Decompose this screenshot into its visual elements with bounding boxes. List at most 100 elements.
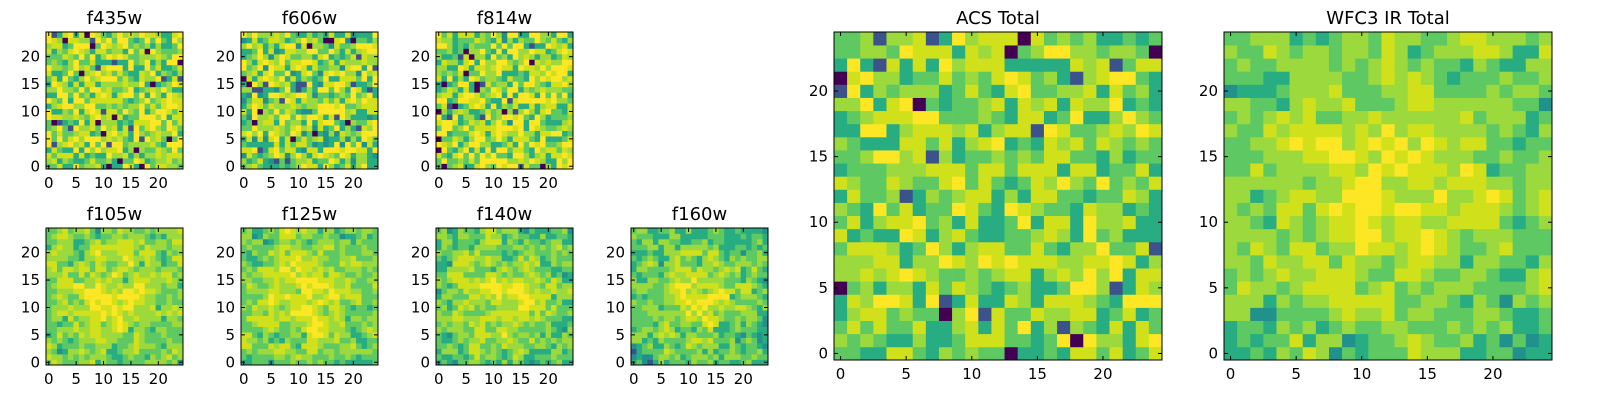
heatmap-cell: [1030, 202, 1045, 217]
heatmap-cell: [339, 92, 346, 99]
heatmap-cell: [356, 238, 362, 245]
heatmap-cell: [468, 103, 475, 110]
heatmap-cell: [691, 238, 698, 245]
heatmap-cell: [301, 282, 308, 289]
heatmap-cell: [172, 48, 178, 55]
heatmap-cell: [367, 233, 373, 240]
heatmap-cell: [938, 281, 953, 295]
heatmap-cell: [67, 158, 74, 164]
heatmap-cell: [328, 130, 335, 137]
heatmap-cell: [652, 321, 659, 327]
heatmap-cell: [834, 333, 848, 348]
heatmap-cell: [51, 321, 58, 327]
heatmap-cell: [328, 163, 335, 170]
heatmap-cell: [713, 277, 720, 284]
heatmap-cell: [479, 53, 486, 60]
heatmap-cell: [468, 249, 475, 256]
heatmap-cell: [51, 163, 58, 170]
heatmap-cell: [350, 266, 357, 273]
heatmap-cell: [339, 114, 346, 121]
heatmap-cell: [540, 228, 546, 234]
heatmap-cell: [84, 86, 91, 93]
heatmap-cell: [106, 244, 113, 251]
heatmap-cell: [177, 348, 184, 355]
heatmap-cell: [312, 244, 319, 251]
heatmap-cell: [441, 233, 448, 240]
heatmap-cell: [312, 53, 319, 60]
heatmap-cell: [295, 244, 302, 251]
heatmap-cell: [457, 125, 464, 131]
heatmap-cell: [172, 147, 178, 153]
heatmap-cell: [479, 32, 486, 38]
heatmap-cell: [367, 277, 373, 284]
heatmap-cell: [485, 266, 492, 273]
heatmap-cell: [345, 277, 351, 284]
heatmap-cell: [312, 92, 319, 99]
heatmap-cell: [1030, 333, 1045, 348]
heatmap-cell: [551, 42, 557, 49]
heatmap-cell: [84, 277, 91, 284]
heatmap-cell: [139, 92, 145, 99]
heatmap-cell: [356, 359, 362, 366]
heatmap-cell: [523, 255, 530, 262]
heatmap-cell: [367, 238, 373, 245]
y-tick-label: 15: [411, 75, 430, 93]
heatmap-cell: [729, 332, 736, 338]
heatmap-cell: [636, 293, 643, 300]
heatmap-cell: [273, 332, 280, 338]
heatmap-cell: [67, 136, 74, 142]
heatmap-cell: [279, 354, 286, 360]
heatmap-cell: [56, 315, 63, 322]
heatmap-cell: [128, 97, 135, 104]
heatmap-cell: [718, 228, 725, 234]
heatmap-cell: [144, 249, 151, 256]
heatmap-cell: [496, 119, 503, 126]
heatmap-cell: [562, 271, 568, 278]
heatmap-cell: [468, 304, 475, 311]
heatmap-cell: [328, 282, 335, 289]
heatmap-cell: [95, 359, 102, 366]
heatmap-cell: [56, 326, 63, 333]
heatmap-cell: [468, 228, 475, 234]
heatmap-cell: [312, 81, 319, 88]
heatmap-cell: [257, 337, 264, 344]
heatmap-cell: [724, 299, 730, 306]
heatmap-cell: [436, 42, 442, 49]
heatmap-cell: [746, 266, 752, 273]
heatmap-cell: [323, 249, 330, 256]
heatmap-cell: [529, 163, 535, 170]
heatmap-cell: [345, 310, 351, 317]
heatmap-cell: [56, 81, 63, 88]
heatmap-cell: [241, 125, 247, 131]
heatmap-cell: [306, 152, 313, 159]
heatmap-cell: [56, 92, 63, 99]
heatmap-cell: [490, 277, 497, 284]
heatmap-cell: [172, 70, 178, 77]
heatmap-cell: [295, 114, 302, 121]
heatmap-cell: [268, 277, 275, 284]
heatmap-cell: [323, 266, 330, 273]
heatmap-cell: [46, 354, 52, 360]
heatmap-cell: [301, 310, 308, 317]
heatmap-cell: [446, 92, 453, 99]
heatmap-cell: [551, 343, 557, 349]
heatmap-cell: [540, 315, 546, 322]
heatmap-cell: [273, 136, 280, 142]
heatmap-cell: [161, 64, 167, 71]
heatmap-cell: [306, 299, 313, 306]
heatmap-cell: [457, 53, 464, 60]
heatmap-cell: [534, 359, 541, 366]
heatmap-cell: [161, 228, 167, 234]
heatmap-cell: [474, 147, 481, 153]
heatmap-cell: [62, 75, 69, 82]
heatmap-cell: [1004, 320, 1019, 335]
heatmap-cell: [62, 103, 69, 110]
heatmap-cell: [1135, 176, 1150, 190]
heatmap-cell: [56, 86, 63, 93]
heatmap-cell: [89, 147, 96, 153]
heatmap-cell: [306, 310, 313, 317]
heatmap-cell: [111, 277, 118, 284]
heatmap-cell: [122, 108, 129, 115]
heatmap-cell: [436, 260, 442, 267]
heatmap-cell: [67, 108, 74, 115]
